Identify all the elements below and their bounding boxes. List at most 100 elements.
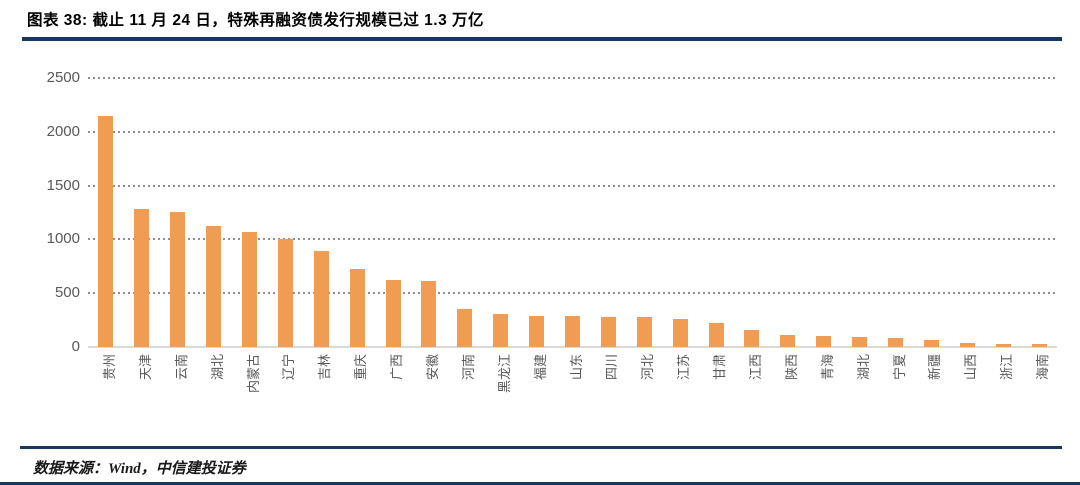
x-tick-label-海南: 海南 xyxy=(1035,354,1051,381)
x-label-cell: 江西 xyxy=(734,351,770,451)
y-tick-label-0: 0 xyxy=(71,338,80,355)
bar-cell xyxy=(698,78,734,347)
y-tick-label-2500: 2500 xyxy=(46,69,80,86)
bar-cell xyxy=(88,78,124,347)
bar-cell xyxy=(734,78,770,347)
x-tick-label-湖北: 湖北 xyxy=(855,354,871,381)
x-label-cell: 甘肃 xyxy=(698,351,734,451)
x-label-cell: 江苏 xyxy=(662,351,698,451)
x-tick-label-广西: 广西 xyxy=(389,354,405,381)
bar-cell xyxy=(124,78,160,347)
x-label-cell: 河北 xyxy=(626,351,662,451)
bar-cell xyxy=(842,78,878,347)
bar-云南 xyxy=(170,212,186,347)
x-tick-label-江苏: 江苏 xyxy=(676,354,692,381)
bar-四川 xyxy=(600,317,616,347)
x-tick-label-天津: 天津 xyxy=(137,354,153,381)
bar-山西 xyxy=(959,343,975,347)
bar-cell xyxy=(555,78,591,347)
bar-江苏 xyxy=(672,319,688,347)
bar-chart-plot-area xyxy=(88,77,1057,348)
bar-cell xyxy=(267,78,303,347)
bar-cell xyxy=(662,78,698,347)
x-tick-label-吉林: 吉林 xyxy=(317,354,333,381)
bar-cell xyxy=(375,78,411,347)
x-label-cell: 青海 xyxy=(806,351,842,451)
bar-湖北 xyxy=(206,226,222,347)
bottom-border-rule xyxy=(0,482,1080,485)
bar-宁夏 xyxy=(888,338,904,347)
x-label-cell: 海南 xyxy=(1021,351,1057,451)
x-label-cell: 吉林 xyxy=(303,351,339,451)
data-source-note: 数据来源：Wind，中信建投证券 xyxy=(33,461,246,477)
bar-cell xyxy=(878,78,914,347)
bar-河南 xyxy=(457,309,473,347)
gridline-2500 xyxy=(88,77,1057,79)
bar-cell xyxy=(913,78,949,347)
bar-cell xyxy=(1021,78,1057,347)
x-label-cell: 新疆 xyxy=(913,351,949,451)
x-label-cell: 贵州 xyxy=(88,351,124,451)
bar-cell xyxy=(590,78,626,347)
x-label-cell: 山西 xyxy=(949,351,985,451)
bar-cell xyxy=(447,78,483,347)
x-tick-label-山西: 山西 xyxy=(963,354,979,381)
x-label-cell: 安徽 xyxy=(411,351,447,451)
x-tick-label-陕西: 陕西 xyxy=(783,354,799,381)
bar-浙江 xyxy=(995,344,1011,347)
x-tick-label-黑龙江: 黑龙江 xyxy=(496,354,512,394)
bar-黑龙江 xyxy=(493,314,509,347)
bar-甘肃 xyxy=(708,323,724,347)
y-axis-tick-labels: 0 500 1000 1500 2000 2500 xyxy=(0,69,80,355)
x-tick-label-贵州: 贵州 xyxy=(101,354,117,381)
bars-container xyxy=(88,78,1057,347)
bar-cell xyxy=(196,78,232,347)
x-tick-label-浙江: 浙江 xyxy=(999,354,1015,381)
bar-海南 xyxy=(1031,344,1047,347)
x-label-cell: 宁夏 xyxy=(878,351,914,451)
bar-辽宁 xyxy=(277,239,293,347)
bar-cell xyxy=(160,78,196,347)
bar-cell xyxy=(519,78,555,347)
bar-内蒙古 xyxy=(242,232,257,347)
x-tick-label-云南: 云南 xyxy=(173,354,189,381)
x-tick-label-内蒙古: 内蒙古 xyxy=(245,354,261,394)
x-label-cell: 黑龙江 xyxy=(483,351,519,451)
x-label-cell: 陕西 xyxy=(770,351,806,451)
bar-陕西 xyxy=(780,335,796,347)
bar-广西 xyxy=(385,280,401,347)
bar-安徽 xyxy=(421,281,437,347)
x-label-cell: 湖北 xyxy=(842,351,878,451)
x-label-cell: 重庆 xyxy=(339,351,375,451)
x-tick-label-江西: 江西 xyxy=(747,354,763,381)
x-tick-label-青海: 青海 xyxy=(819,354,835,381)
bar-cell xyxy=(339,78,375,347)
x-label-cell: 广西 xyxy=(375,351,411,451)
bar-福建 xyxy=(529,316,545,347)
x-tick-label-福建: 福建 xyxy=(532,354,548,381)
bar-贵州 xyxy=(98,116,114,347)
footer-divider-rule xyxy=(20,446,1062,449)
bar-河北 xyxy=(636,317,652,347)
x-tick-label-河南: 河南 xyxy=(460,354,476,381)
page-title: 图表 38: 截止 11 月 24 日，特殊再融资债发行规模已过 1.3 万亿 xyxy=(27,12,485,29)
x-label-cell: 河南 xyxy=(447,351,483,451)
bar-cell xyxy=(985,78,1021,347)
bar-cell xyxy=(411,78,447,347)
x-label-cell: 四川 xyxy=(590,351,626,451)
y-tick-label-2000: 2000 xyxy=(46,122,80,140)
x-tick-label-安徽: 安徽 xyxy=(424,354,440,381)
bar-cell xyxy=(949,78,985,347)
bar-吉林 xyxy=(313,251,329,347)
x-label-cell: 浙江 xyxy=(985,351,1021,451)
x-tick-label-四川: 四川 xyxy=(604,354,620,381)
bar-青海 xyxy=(816,336,832,347)
x-axis-baseline xyxy=(88,346,1057,348)
x-tick-label-辽宁: 辽宁 xyxy=(281,354,297,381)
x-axis-category-labels: 贵州 天津 云南 湖北 内蒙古 辽宁 吉林 重庆 广西 安徽 河南 黑龙江 福建 山东 四川 河北 江苏 甘肃 江西… xyxy=(88,351,1057,451)
gridline-1000 xyxy=(88,238,1057,241)
x-tick-label-重庆: 重庆 xyxy=(353,354,369,381)
x-label-cell: 天津 xyxy=(124,351,160,451)
x-label-cell: 湖北 xyxy=(196,351,232,451)
